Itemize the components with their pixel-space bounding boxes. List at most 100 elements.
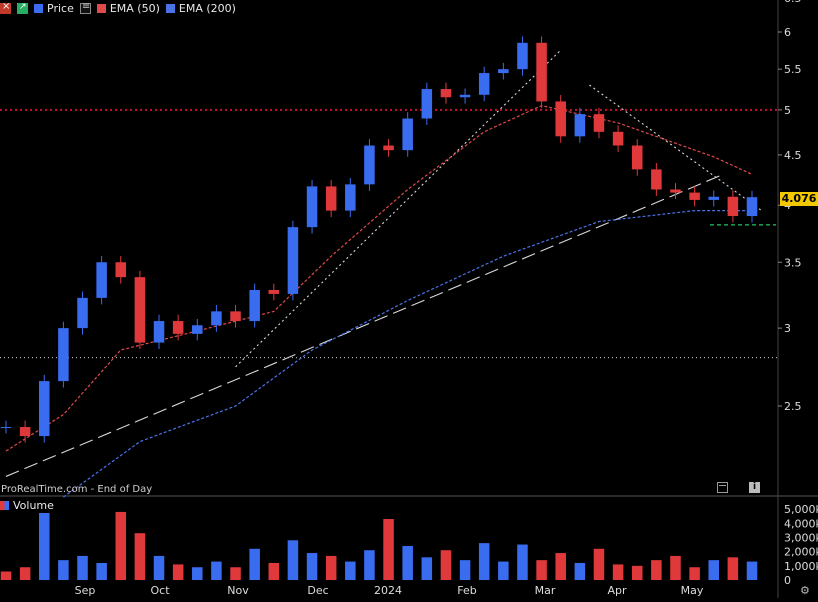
candle-body [689, 192, 700, 200]
candle-body [459, 94, 471, 98]
y-tick-label: 3 [784, 322, 791, 335]
volume-bar [306, 553, 318, 580]
trend-line-long [5, 173, 724, 477]
candle-body [325, 186, 337, 211]
candle-body [498, 69, 509, 74]
candle-body [268, 289, 280, 294]
volume-bar [115, 511, 127, 580]
candle-body [708, 196, 720, 200]
volume-bar [727, 557, 739, 580]
volume-bar [134, 533, 146, 580]
volume-bar [478, 543, 490, 580]
volume-tick-label: 4,000k [784, 517, 818, 530]
volume-tick-label: 3,000k [784, 531, 818, 544]
candle-body [746, 197, 758, 217]
volume-bar [631, 565, 643, 580]
volume-tick-label: 0 [784, 574, 791, 587]
volume-bar [268, 562, 280, 580]
candle-body [230, 311, 241, 322]
x-tick-label: Sep [75, 584, 96, 597]
volume-bar [689, 567, 700, 580]
volume-bar [38, 504, 50, 580]
candle-body [421, 89, 433, 119]
calendar-icon[interactable] [717, 482, 728, 493]
y-tick-label: 3.5 [784, 256, 802, 269]
legend-ema50[interactable]: EMA (50) [96, 1, 160, 15]
y-tick-label: 5 [784, 104, 791, 117]
settings-icon[interactable]: ⚙ [800, 584, 810, 597]
candle-body [651, 169, 662, 190]
volume-bar [498, 561, 509, 580]
legend-ema50-label: EMA (50) [109, 1, 160, 15]
trend-icon[interactable] [17, 2, 28, 14]
volume-bar [402, 545, 413, 580]
candle-body [58, 328, 69, 382]
volume-tick-label: 1,000k [784, 560, 818, 573]
last-price-tag: 4.076 [780, 192, 818, 206]
volume-bar [440, 550, 452, 580]
volume-bar [287, 540, 299, 580]
candle-body [38, 381, 50, 437]
candle-body [287, 227, 299, 294]
volume-bar [555, 553, 566, 580]
candle-body [383, 145, 394, 151]
candle-body [517, 42, 528, 70]
x-tick-label: Mar [535, 584, 556, 597]
candle-body [115, 262, 127, 278]
volume-bar [383, 519, 394, 580]
legend-ema200-label: EMA (200) [178, 1, 236, 15]
candle-body [670, 189, 681, 193]
list-icon[interactable] [79, 1, 91, 14]
y-tick-label: 4.5 [784, 149, 802, 162]
candle-body [727, 196, 739, 217]
volume-bar [651, 560, 662, 580]
legend-ema200[interactable]: EMA (200) [165, 1, 236, 15]
watermark: ProRealTime.com - End of Day [1, 484, 153, 495]
volume-bar [325, 555, 337, 580]
volume-bar [517, 544, 528, 580]
ema50-line [5, 104, 753, 452]
x-tick-label: Nov [227, 584, 249, 597]
volume-label[interactable]: Volume [13, 499, 54, 512]
ema200-swatch-icon [165, 3, 175, 13]
y-tick-label: 6.5 [784, 0, 802, 5]
volume-bar [211, 561, 222, 580]
legend-price[interactable]: Price [34, 2, 74, 15]
volume-bar [345, 561, 356, 580]
volume-bar [58, 560, 69, 580]
volume-bar [192, 567, 203, 580]
candle-body [631, 145, 643, 170]
volume-tick-label: 5,000k [784, 503, 818, 516]
candle-body [402, 118, 413, 151]
y-tick-label: 2.5 [784, 400, 802, 413]
x-tick-label: Apr [607, 584, 627, 597]
volume-bar [536, 560, 547, 580]
candle-body [536, 42, 547, 102]
candle-body [364, 145, 375, 185]
candle-body [0, 427, 12, 429]
volume-bar [421, 557, 433, 580]
candle-body [345, 184, 356, 211]
volume-swatch-icon [0, 501, 9, 510]
candle-body [172, 321, 184, 334]
candle-body [96, 262, 107, 298]
close-icon[interactable] [0, 1, 11, 14]
volume-bar [0, 571, 12, 580]
volume-bar [459, 560, 471, 580]
volume-bar [96, 562, 107, 580]
candle-body [574, 114, 586, 137]
candle-body [440, 89, 452, 98]
volume-bar [19, 567, 31, 580]
info-icon[interactable]: i [749, 482, 760, 493]
volume-bar [77, 555, 88, 580]
candle-body [19, 427, 31, 437]
candle-body [211, 311, 222, 326]
volume-bar [153, 555, 165, 580]
candle-body [593, 114, 605, 132]
volume-bar [574, 562, 586, 580]
volume-legend: Volume [0, 498, 54, 513]
volume-bar [708, 560, 720, 580]
x-tick-label: Feb [457, 584, 476, 597]
